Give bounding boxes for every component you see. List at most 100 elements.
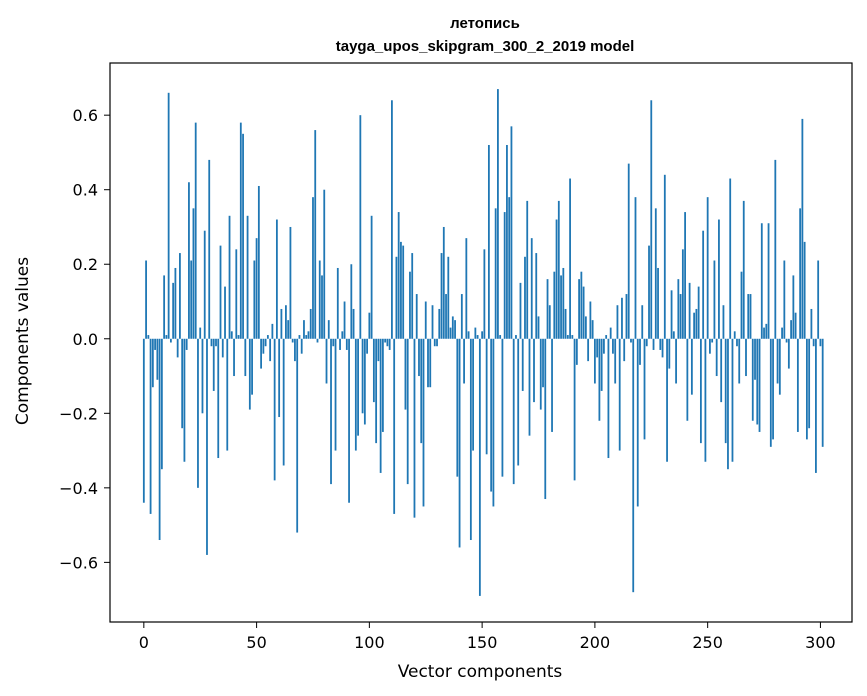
bar-300 [819, 338, 822, 347]
bar-24 [197, 338, 199, 488]
y-tick-label: −0.6 [59, 553, 98, 572]
bar-204 [603, 338, 605, 354]
bar-97 [361, 338, 364, 414]
bar-244 [693, 312, 696, 339]
bar-40 [233, 338, 235, 377]
bar-226 [652, 338, 655, 350]
bar-38 [228, 215, 231, 339]
x-tick-label: 250 [692, 633, 723, 652]
bar-55 [266, 335, 269, 339]
bar-98 [363, 338, 366, 425]
bar-288 [792, 275, 795, 339]
bar-273 [758, 338, 761, 432]
bar-182 [553, 271, 556, 339]
bar-28 [206, 338, 208, 555]
bar-94 [354, 338, 357, 451]
bar-51 [257, 185, 260, 339]
bar-285 [785, 338, 788, 343]
bar-116 [404, 338, 407, 410]
bars-group [142, 89, 824, 596]
bar-218 [634, 197, 637, 339]
bar-134 [445, 294, 447, 339]
bar-262 [733, 331, 736, 339]
bar-125 [424, 301, 427, 339]
bar-163 [510, 126, 513, 339]
bar-67 [294, 338, 296, 362]
bar-276 [765, 323, 768, 339]
bar-128 [431, 305, 434, 339]
bar-0 [142, 338, 145, 503]
bar-129 [433, 338, 436, 347]
bar-21 [190, 260, 193, 339]
bar-199 [591, 320, 594, 339]
bar-9 [163, 275, 166, 339]
bar-75 [312, 197, 314, 339]
bar-187 [564, 308, 567, 339]
bar-159 [501, 338, 504, 477]
bar-107 [384, 338, 387, 343]
bar-35 [221, 338, 224, 358]
bar-139 [456, 338, 459, 477]
bar-219 [636, 338, 639, 507]
bar-270 [751, 338, 754, 421]
y-tick-label: 0.6 [73, 106, 98, 125]
bar-247 [699, 338, 702, 444]
bar-170 [526, 200, 529, 339]
bar-207 [609, 327, 612, 339]
bar-197 [587, 338, 590, 362]
bar-260 [729, 178, 732, 339]
bar-63 [285, 305, 287, 339]
bar-15 [176, 338, 179, 358]
bar-229 [659, 338, 662, 350]
bar-26 [201, 338, 204, 414]
bar-179 [546, 279, 549, 339]
bar-5 [154, 338, 156, 350]
bar-178 [544, 338, 547, 500]
bar-263 [736, 338, 738, 347]
bar-225 [650, 100, 653, 339]
bar-10 [165, 335, 168, 339]
bar-189 [569, 178, 571, 339]
bar-85 [334, 338, 337, 451]
bar-205 [605, 335, 608, 339]
bar-264 [738, 338, 741, 384]
bar-65 [289, 226, 292, 339]
bar-248 [702, 230, 705, 339]
bar-171 [528, 338, 531, 436]
bar-261 [731, 338, 734, 462]
bar-150 [481, 331, 484, 339]
bar-138 [454, 320, 456, 339]
bar-265 [740, 271, 743, 339]
bar-175 [537, 316, 540, 339]
bar-58 [273, 338, 276, 481]
x-tick-label: 150 [467, 633, 498, 652]
bar-123 [420, 338, 423, 444]
bar-25 [199, 327, 202, 339]
bar-152 [485, 338, 488, 455]
bar-165 [515, 335, 517, 339]
bar-34 [219, 245, 222, 339]
bar-29 [208, 159, 211, 339]
bar-126 [427, 338, 429, 388]
bar-135 [447, 256, 450, 339]
bar-89 [343, 301, 346, 339]
bar-31 [212, 338, 215, 391]
bar-60 [278, 338, 281, 418]
bar-77 [316, 338, 319, 343]
bar-211 [618, 338, 621, 451]
bar-4 [151, 338, 154, 388]
bar-118 [409, 271, 411, 339]
bar-82 [327, 320, 330, 339]
bar-61 [280, 308, 283, 339]
bar-251 [709, 338, 711, 354]
bar-156 [494, 208, 497, 339]
bar-214 [625, 294, 628, 339]
bar-19 [185, 338, 188, 350]
bar-39 [230, 331, 233, 339]
bar-174 [535, 253, 538, 339]
bar-62 [282, 338, 285, 466]
plot-frame [109, 62, 853, 623]
bar-235 [672, 331, 675, 339]
bar-279 [772, 338, 774, 440]
bar-283 [781, 327, 783, 339]
